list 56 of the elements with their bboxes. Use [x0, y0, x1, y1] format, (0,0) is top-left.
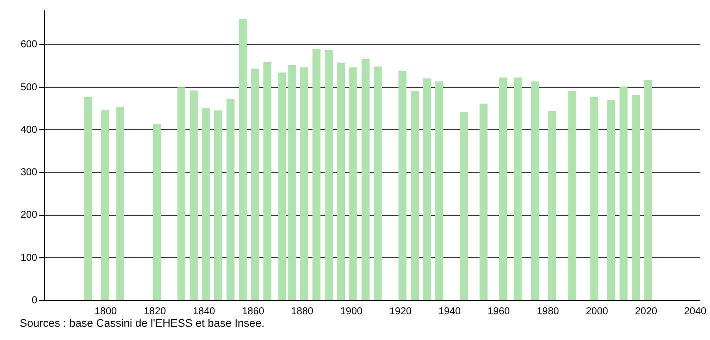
source-note: Sources : base Cassini de l'EHESS et base Insee.	[20, 318, 265, 330]
bar	[350, 68, 358, 300]
y-tick-label: 600	[20, 40, 38, 51]
x-tick-label: 1800	[94, 306, 118, 318]
bar	[190, 90, 198, 300]
bar	[178, 88, 186, 300]
bar	[607, 100, 616, 300]
x-tick-label: 1880	[291, 306, 314, 318]
bar	[410, 91, 419, 300]
bar	[568, 91, 576, 300]
x-tick-label: 1900	[340, 306, 364, 318]
bar	[460, 112, 468, 300]
bar	[398, 70, 407, 300]
bar	[436, 82, 444, 300]
bar	[116, 107, 124, 300]
bar	[531, 82, 540, 300]
bar	[423, 78, 432, 300]
x-tick-label: 2040	[684, 306, 708, 318]
bar	[499, 78, 508, 300]
y-tick-label: 300	[20, 168, 38, 179]
bar	[226, 100, 235, 300]
bar	[548, 112, 557, 300]
x-tick-label: 1920	[390, 306, 412, 318]
x-tick-label: 1960	[488, 306, 511, 318]
bar	[590, 97, 598, 300]
bar	[214, 110, 222, 300]
bar	[337, 62, 346, 300]
bar	[374, 66, 382, 300]
bar	[312, 49, 321, 300]
bar	[239, 19, 248, 300]
bar	[153, 124, 162, 300]
bar	[514, 78, 522, 300]
y-tick-label: 400	[20, 124, 38, 136]
bar	[264, 62, 272, 300]
x-tick-label: 2020	[635, 306, 658, 318]
bar	[251, 68, 260, 300]
bar	[362, 59, 370, 300]
y-tick-label: 100	[20, 252, 38, 264]
bar	[620, 86, 628, 300]
bar	[632, 95, 640, 300]
bar	[644, 80, 652, 300]
bar	[300, 68, 308, 300]
x-tick-label: 1820	[144, 306, 167, 318]
bar	[101, 110, 110, 300]
y-tick-label: 0	[32, 296, 38, 306]
bar	[202, 108, 210, 300]
x-tick-label: 1940	[438, 306, 462, 318]
x-tick-label: 1860	[242, 306, 265, 318]
x-tick-label: 1840	[193, 306, 216, 318]
x-tick-label: 1980	[537, 306, 560, 318]
y-tick-label: 500	[20, 82, 38, 94]
y-tick-label: 200	[20, 210, 38, 222]
x-tick-label: 2000	[586, 306, 609, 318]
bar	[84, 97, 92, 300]
bar	[325, 50, 334, 300]
bar	[480, 104, 488, 300]
